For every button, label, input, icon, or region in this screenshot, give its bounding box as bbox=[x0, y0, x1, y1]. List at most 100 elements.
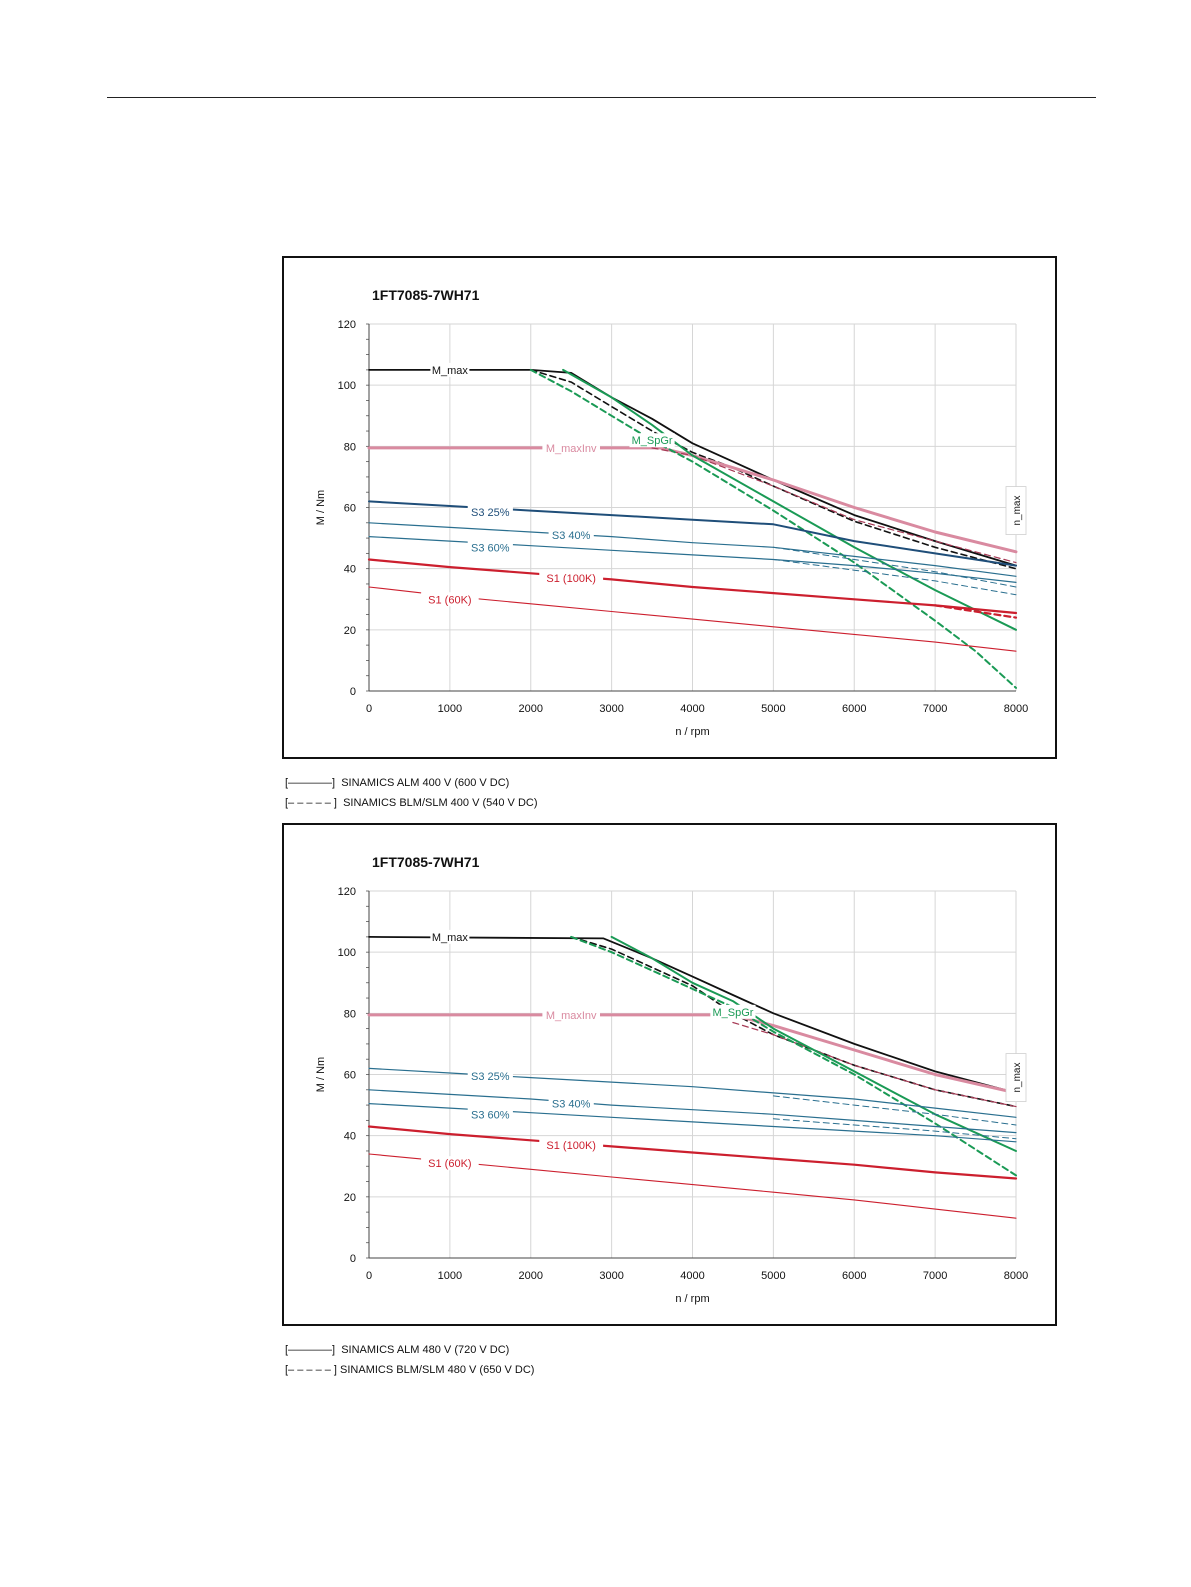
series-line-variant-5 bbox=[529, 368, 1017, 689]
series-label-bg bbox=[542, 1007, 600, 1022]
torque-speed-chart-400v: 0 1000 2000 3000 4000 5000 6000 7000 8000 0 20 40 60… bbox=[315, 319, 1028, 738]
y-axis-label: M / Nm bbox=[315, 1057, 327, 1092]
y-tick-label: 60 bbox=[344, 503, 356, 515]
chart-panel-400v: 1FT7085-7WH71 0 1000 2000 3000 4000 5000 6000 7… bbox=[282, 256, 1057, 759]
series-label-bg bbox=[539, 570, 604, 585]
x-tick-label: 5000 bbox=[761, 703, 785, 715]
x-tick-label: 8000 bbox=[1004, 1270, 1028, 1282]
series-line-variant-10 bbox=[772, 559, 1017, 596]
series-label-s1-100k: S1 (100K) bbox=[546, 573, 596, 585]
series-line-m-max bbox=[368, 369, 1017, 567]
y-tick-label: 80 bbox=[344, 1008, 356, 1020]
x-tick-label: 1000 bbox=[438, 1270, 462, 1282]
x-tick-label: 6000 bbox=[842, 1270, 866, 1282]
series-line-s3-40 bbox=[368, 522, 1017, 577]
series-label-m-maxinv: M_maxInv bbox=[546, 1010, 597, 1022]
legend-caption-blm-slm-480v: [– – – – – ] SINAMICS BLM/SLM 480 V (650… bbox=[285, 1364, 535, 1376]
series-group bbox=[367, 368, 1018, 689]
y-tick-label: 20 bbox=[344, 1192, 356, 1204]
series-line-variant-5 bbox=[570, 935, 1017, 1177]
series-label-s3-60: S3 60% bbox=[471, 1109, 510, 1121]
x-tick-label: 0 bbox=[366, 1270, 372, 1282]
x-tick-label: 4000 bbox=[680, 703, 704, 715]
series-label-s3-40: S3 40% bbox=[552, 1099, 591, 1111]
series-label-bg bbox=[548, 528, 594, 543]
n-max-label: n_max bbox=[1012, 1063, 1023, 1093]
x-tick-label: 0 bbox=[366, 703, 372, 715]
series-label-s1-100k: S1 (100K) bbox=[546, 1140, 596, 1152]
series-label-s1-60k: S1 (60K) bbox=[428, 1158, 471, 1170]
series-line-s1-100k bbox=[367, 1125, 1018, 1180]
y-tick-label: 0 bbox=[350, 1253, 356, 1265]
y-tick-label: 20 bbox=[344, 625, 356, 637]
x-tick-label: 6000 bbox=[842, 703, 866, 715]
series-line-s1-100k bbox=[367, 558, 1018, 615]
series-label-bg bbox=[421, 592, 479, 607]
x-tick-label: 2000 bbox=[519, 1270, 543, 1282]
series-label-bg bbox=[467, 1069, 513, 1084]
x-tick-label: 2000 bbox=[519, 703, 543, 715]
series-label-s1-60k: S1 (60K) bbox=[428, 594, 471, 606]
legend-caption-blm-slm-400v: [– – – – – ] SINAMICS BLM/SLM 400 V (540… bbox=[285, 797, 538, 809]
series-label-s3-25: S3 25% bbox=[471, 1071, 510, 1083]
series-line-m-maxinv bbox=[367, 446, 1018, 554]
series-label-bg bbox=[629, 433, 675, 448]
x-tick-label: 3000 bbox=[599, 703, 623, 715]
series-label-bg bbox=[430, 929, 470, 944]
series-label-m-max: M_max bbox=[432, 365, 469, 377]
x-tick-label: 1000 bbox=[438, 703, 462, 715]
y-tick-label: 40 bbox=[344, 1131, 356, 1143]
x-axis-label: n / rpm bbox=[675, 1293, 709, 1305]
series-line-variant-3 bbox=[732, 1021, 1017, 1108]
n-max-label: n_max bbox=[1012, 496, 1023, 526]
y-tick-label: 60 bbox=[344, 1070, 356, 1082]
torque-speed-chart-480v: 0 1000 2000 3000 4000 5000 6000 7000 8000 0 20 40 60… bbox=[315, 886, 1028, 1305]
series-label-m-spgr: M_SpGr bbox=[632, 435, 673, 447]
series-label-bg bbox=[542, 440, 600, 455]
x-tick-label: 4000 bbox=[680, 1270, 704, 1282]
chart-title: 1FT7085-7WH71 bbox=[372, 854, 480, 870]
y-tick-label: 40 bbox=[344, 564, 356, 576]
x-axis-label: n / rpm bbox=[675, 726, 709, 738]
series-line-m-spgr bbox=[610, 935, 1017, 1152]
series-line-m-maxinv bbox=[367, 1013, 1018, 1095]
series-line-variant-3 bbox=[651, 447, 1017, 564]
series-line-m-max bbox=[368, 936, 1017, 1094]
series-line-variant-12 bbox=[933, 604, 1018, 619]
series-line-variant-8 bbox=[772, 1095, 1017, 1126]
y-axis-label: M / Nm bbox=[315, 490, 327, 525]
series-label-s3-25: S3 25% bbox=[471, 507, 510, 519]
legend-caption-alm-400v: [————] SINAMICS ALM 400 V (600 V DC) bbox=[285, 777, 510, 789]
x-tick-label: 7000 bbox=[923, 703, 947, 715]
n-max-label-bg bbox=[1005, 1053, 1027, 1102]
series-label-bg bbox=[548, 1096, 594, 1111]
y-tick-label: 120 bbox=[338, 319, 356, 331]
series-line-s3-40 bbox=[368, 1089, 1017, 1134]
series-label-m-spgr: M_SpGr bbox=[712, 1007, 753, 1019]
n-max-label-bg bbox=[1005, 486, 1027, 535]
series-label-bg bbox=[710, 1004, 756, 1019]
y-tick-label: 80 bbox=[344, 441, 356, 453]
series-label-s3-60: S3 60% bbox=[471, 542, 510, 554]
series-line-m-spgr bbox=[562, 368, 1017, 631]
x-tick-label: 7000 bbox=[923, 1270, 947, 1282]
x-tick-label: 3000 bbox=[599, 1270, 623, 1282]
series-label-s3-40: S3 40% bbox=[552, 530, 591, 542]
series-label-bg bbox=[467, 1107, 513, 1122]
y-tick-label: 120 bbox=[338, 886, 356, 898]
series-label-bg bbox=[421, 1156, 479, 1171]
series-line-variant-10 bbox=[772, 1118, 1017, 1140]
x-tick-label: 5000 bbox=[761, 1270, 785, 1282]
chart-panel-480v: 1FT7085-7WH71 0 1000 2000 3000 4000 5000 6000 7… bbox=[282, 823, 1057, 1326]
y-tick-label: 0 bbox=[350, 686, 356, 698]
series-label-bg bbox=[430, 362, 470, 377]
series-label-m-maxinv: M_maxInv bbox=[546, 443, 597, 455]
x-tick-label: 8000 bbox=[1004, 703, 1028, 715]
legend-caption-alm-480v: [————] SINAMICS ALM 480 V (720 V DC) bbox=[285, 1344, 510, 1356]
y-tick-label: 100 bbox=[338, 947, 356, 959]
series-label-bg bbox=[467, 505, 513, 520]
y-tick-label: 100 bbox=[338, 380, 356, 392]
top-rule bbox=[107, 97, 1096, 98]
series-label-bg bbox=[467, 540, 513, 555]
series-label-m-max: M_max bbox=[432, 932, 469, 944]
